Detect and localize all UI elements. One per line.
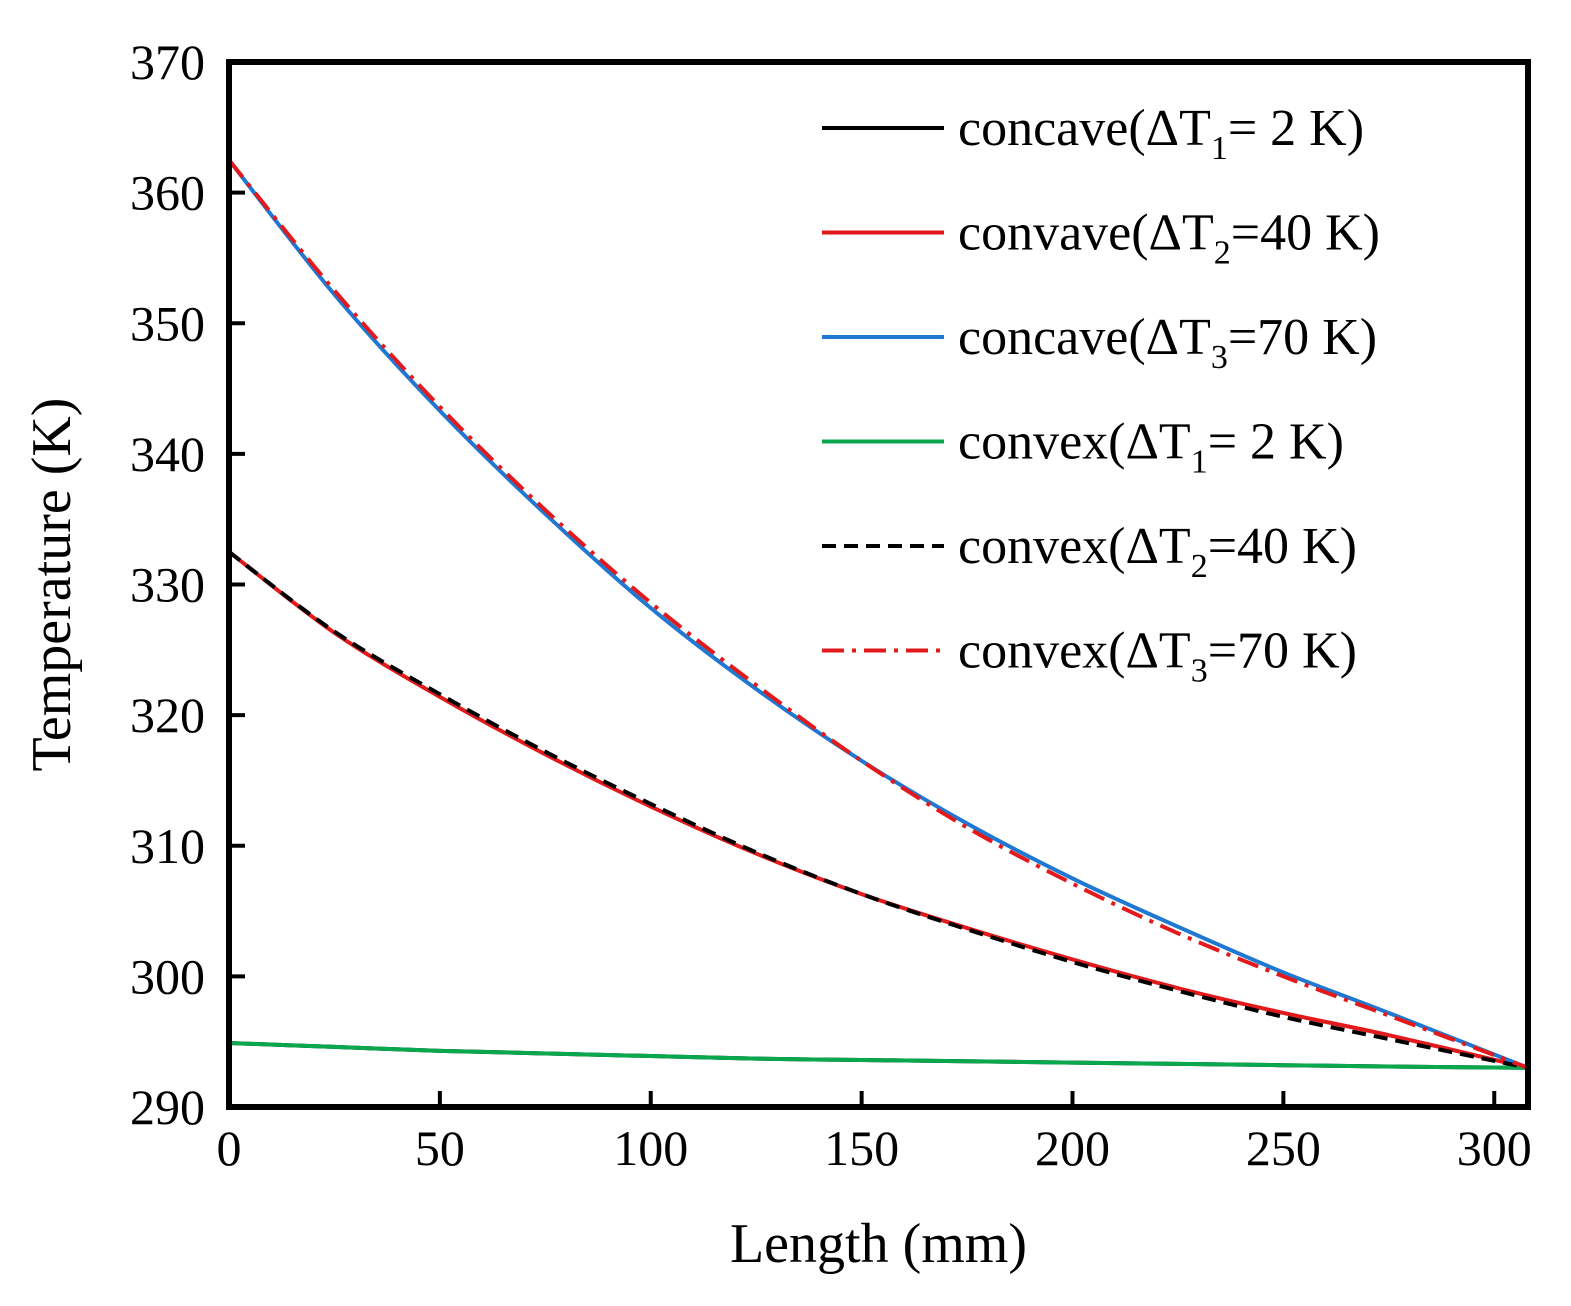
legend-label-1: concave(ΔT1= 2 K) — [958, 100, 1364, 167]
y-tick-label: 340 — [130, 426, 205, 482]
y-tick-label: 300 — [130, 948, 205, 1004]
x-tick-label: 300 — [1457, 1120, 1532, 1176]
y-tick-label: 320 — [130, 687, 205, 743]
axis-layer: 0 50 100 150 200 250 300 290 300 310 320 330 340 350 3… — [130, 34, 1532, 1176]
y-tick-label: 310 — [130, 818, 205, 874]
legend-label-5: convex(ΔT2=40 K) — [958, 518, 1357, 585]
y-tick-label: 350 — [130, 295, 205, 351]
y-tick-label: 370 — [130, 34, 205, 90]
y-tick-label: 330 — [130, 557, 205, 613]
legend-label-6: convex(ΔT3=70 K) — [958, 623, 1357, 690]
legend-label-3: concave(ΔT3=70 K) — [958, 309, 1377, 376]
legend-label-4: convex(ΔT1= 2 K) — [958, 414, 1344, 481]
x-tick-label: 250 — [1246, 1120, 1321, 1176]
x-tick-label: 200 — [1035, 1120, 1110, 1176]
series-line-6 — [227, 158, 1529, 1070]
x-tick-label: 0 — [217, 1120, 242, 1176]
y-tick-label: 290 — [130, 1079, 205, 1135]
series-line-5 — [227, 550, 1529, 1070]
x-axis-title: Length (mm) — [730, 1213, 1027, 1275]
legend: concave(ΔT1= 2 K) convave(ΔT2=40 K) concav… — [822, 100, 1380, 690]
x-tick-label: 100 — [613, 1120, 688, 1176]
series-line-2 — [227, 550, 1529, 1070]
y-axis-title: Temperature (K) — [21, 398, 83, 772]
series-line-4 — [228, 1040, 1529, 1070]
series-line-3 — [227, 158, 1529, 1070]
legend-label-2: convave(ΔT2=40 K) — [958, 205, 1380, 272]
x-tick-label: 150 — [824, 1120, 899, 1176]
series-layer — [227, 158, 1529, 1070]
y-tick-label: 360 — [130, 165, 205, 221]
x-tick-label: 50 — [415, 1120, 465, 1176]
